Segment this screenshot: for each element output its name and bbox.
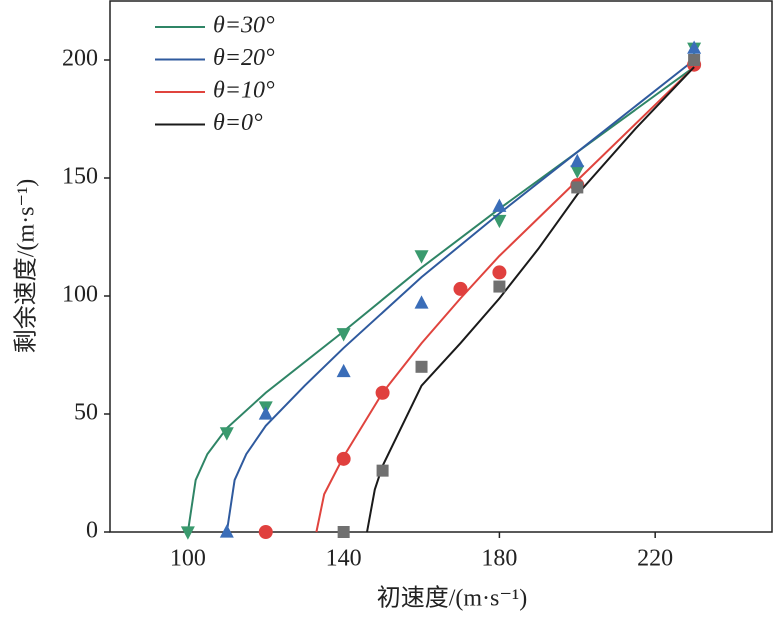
y-tick-label: 150 [62,164,98,190]
y-tick-label: 50 [74,400,98,426]
y-tick-label: 200 [62,46,98,72]
marker [336,363,351,378]
marker [414,295,429,309]
marker [492,265,507,280]
fit-curve [225,59,695,533]
marker [376,464,389,477]
x-tick-label: 180 [481,546,517,572]
x-tick-label: 220 [637,546,673,572]
marker [571,181,584,194]
marker [492,214,507,229]
legend-label: θ=0° [213,110,263,136]
marker [336,328,351,342]
x-tick-label: 140 [326,546,362,572]
marker [415,360,428,373]
fit-curve [186,66,695,533]
marker [688,54,701,66]
y-axis-label: 剩余速度/(m·s⁻¹) [13,179,40,354]
marker [336,451,351,466]
marker [492,198,507,212]
marker [570,165,585,179]
fit-curve [315,66,695,533]
y-tick-label: 0 [86,518,98,544]
marker [337,526,350,538]
x-tick-label: 100 [170,546,206,572]
marker [180,526,195,540]
marker [258,525,273,539]
marker [687,40,702,54]
fit-curve [366,66,695,533]
marker [414,250,429,264]
legend-label: θ=10° [213,78,275,104]
legend-label: θ=20° [213,45,275,71]
marker [453,281,468,296]
marker [570,153,585,168]
marker [375,385,390,400]
marker [219,427,234,441]
x-axis-label: 初速度/(m·s⁻¹) [377,585,528,612]
plot-frame [109,0,773,533]
marker [258,406,273,420]
marker [219,524,234,538]
legend-label: θ=30° [213,13,275,39]
marker [493,280,506,293]
y-tick-label: 100 [62,282,98,308]
